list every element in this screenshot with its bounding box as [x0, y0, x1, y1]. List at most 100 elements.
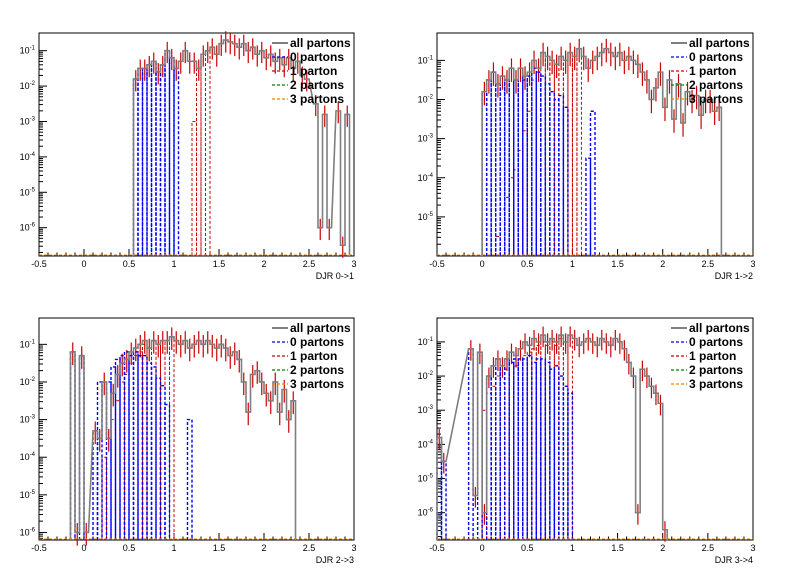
y-tick-label: 10-1: [20, 339, 36, 349]
series-0-partons-bin-4: [105, 381, 112, 540]
plot-frame: [38, 317, 355, 541]
legend-label-p2: 2 partons: [689, 363, 743, 377]
x-tick-label: 0: [480, 259, 485, 269]
x-tick-label: 3: [750, 543, 755, 553]
series-1-parton-bin-3: [205, 50, 211, 256]
series-1-parton-bin-17: [571, 55, 578, 256]
y-tick-label: 10-3: [20, 116, 36, 126]
legend-label-p3: 3 partons: [689, 377, 743, 391]
legend-label-all: all partons: [290, 321, 351, 335]
y-tick-label: 10-5: [418, 474, 434, 484]
series-0-partons-bin-14: [531, 361, 538, 540]
y-tick-label: 10-4: [418, 173, 434, 183]
x-axis-label: DJR 3->4: [715, 555, 753, 565]
x-tick-label: 2.5: [303, 259, 316, 269]
x-tick-label: -0.5: [429, 543, 445, 553]
x-tick-label: 1.5: [611, 543, 624, 553]
x-tick-label: 2.5: [702, 259, 715, 269]
series-0-partons-bin-10: [132, 351, 139, 540]
x-tick-label: 1.5: [611, 259, 624, 269]
series-1-parton-bin-3: [115, 400, 121, 540]
x-tick-label: 3: [351, 259, 356, 269]
series-1-parton-bin-4: [499, 382, 506, 540]
y-tick-label: 10-5: [20, 187, 36, 197]
x-tick-label: 1: [570, 543, 575, 553]
series-all-partons: [132, 39, 351, 256]
series-all-partons: [436, 334, 669, 540]
series-0-partons-bin-19: [585, 157, 592, 256]
series-all-partons: [69, 336, 297, 540]
x-tick-label: 0.5: [123, 259, 136, 269]
series-0-partons-bin-18: [562, 106, 569, 256]
y-tick-label: 10-5: [20, 490, 36, 500]
series-1-parton-bin-18: [576, 48, 582, 256]
y-tick-label: 10-2: [418, 95, 434, 105]
series-1-parton-bin-1: [196, 67, 202, 256]
x-tick-label: 1: [171, 543, 176, 553]
series-1-parton-bin-0: [191, 120, 197, 256]
legend-label-p1: 1 parton: [689, 64, 736, 78]
series-0-partons-bin-14: [150, 366, 157, 540]
series-0-partons-bin-9: [508, 361, 515, 540]
x-tick-label: 2: [261, 543, 266, 553]
x-tick-label: 2.5: [702, 543, 715, 553]
series-1-parton-bin-2: [200, 53, 206, 256]
x-tick-label: 3: [351, 543, 356, 553]
series-1-parton-bin-10: [526, 351, 533, 540]
x-tick-label: 0.5: [123, 543, 136, 553]
legend-label-p3: 3 partons: [689, 92, 743, 106]
x-tick-label: 0.5: [521, 259, 534, 269]
series-0-partons-bin-20: [589, 110, 596, 256]
series-1-parton-bin-0: [481, 409, 488, 540]
series-1-parton-bin-8: [137, 351, 143, 540]
y-tick-label: 10-1: [418, 337, 434, 347]
x-tick-label: 1: [171, 259, 176, 269]
series-1-parton-bin-11: [544, 55, 551, 256]
series-0-partons-bin-10: [526, 75, 533, 256]
y-tick-label: 10-3: [418, 405, 434, 415]
x-tick-label: 2.5: [303, 543, 316, 553]
x-tick-label: -0.5: [429, 259, 445, 269]
series-1-parton-bin-0: [101, 456, 107, 540]
series-0-partons-bin-18: [186, 418, 193, 540]
x-axis-label: DJR 1->2: [715, 271, 753, 281]
series-1-parton-bin-13: [160, 340, 166, 540]
panel-3: -0.5 0 0.5 1 1.5 2 2.5 3 10-6 10-5 10-4 10-3 10-2 10-…: [20, 317, 357, 565]
series-0-partons-bin-8: [123, 351, 130, 540]
series-0-partons-bin-17: [164, 403, 171, 540]
legend-label-p1: 1 parton: [689, 349, 736, 363]
y-tick-label: 10-5: [418, 212, 434, 222]
legend-label-p0: 0 partons: [689, 335, 743, 349]
legend-label-p1: 1 parton: [290, 64, 337, 78]
legend-label-p2: 2 partons: [689, 78, 743, 92]
legend-label-p0: 0 partons: [290, 335, 344, 349]
x-tick-label: -0.5: [31, 259, 47, 269]
x-tick-label: 0.5: [521, 543, 534, 553]
legend-label-p0: 0 partons: [689, 50, 743, 64]
y-tick-label: 10-4: [418, 439, 434, 449]
x-tick-label: 0: [81, 543, 86, 553]
x-tick-label: 0: [480, 543, 485, 553]
y-tick-label: 10-1: [20, 46, 36, 56]
x-axis-label: DJR 0->1: [316, 271, 354, 281]
panel-2: -0.5 0 0.5 1 1.5 2 2.5 3 10-5 10-4 10-3 10-2 10-1 DJR…: [418, 32, 756, 281]
x-tick-label: -0.5: [31, 543, 47, 553]
y-tick-label: 10-1: [418, 55, 434, 65]
y-tick-label: 10-6: [20, 223, 36, 233]
series-0-partons-bin-13: [540, 75, 547, 256]
legend-label-p2: 2 partons: [290, 363, 344, 377]
x-tick-label: 3: [750, 259, 755, 269]
legend-label-all: all partons: [689, 36, 750, 50]
x-tick-label: 0: [81, 259, 86, 269]
y-tick-label: 10-3: [418, 134, 434, 144]
series-0-partons-bin-17: [544, 361, 551, 540]
legend-label-p3: 3 partons: [290, 92, 344, 106]
x-tick-label: 1.5: [213, 259, 226, 269]
series-1-parton-bin-0: [495, 235, 501, 256]
y-tick-label: 10-4: [20, 452, 36, 462]
y-tick-label: 10-2: [20, 81, 36, 91]
panel-4: -0.5 0 0.5 1 1.5 2 2.5 3 10-6 10-5 10-4 10-3 10-2 10-…: [418, 317, 756, 565]
plot-frame: [436, 317, 754, 541]
